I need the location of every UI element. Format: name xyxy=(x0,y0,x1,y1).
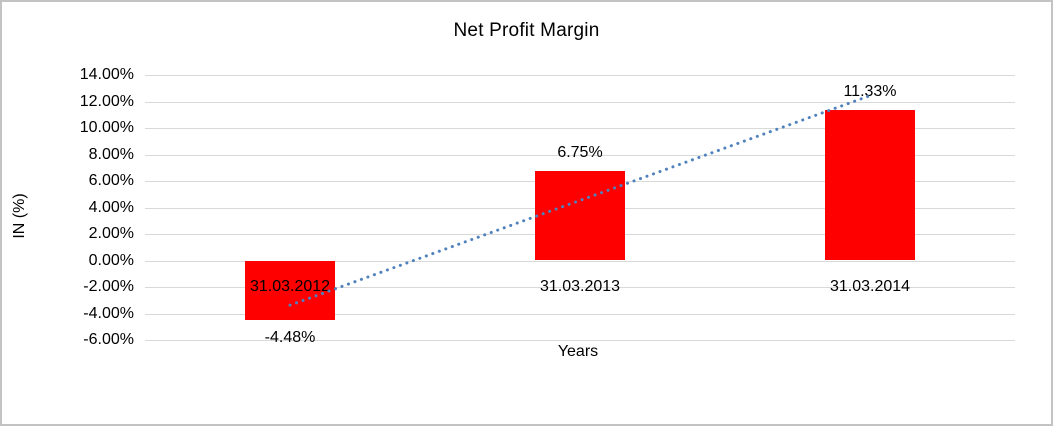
category-label: 31.03.2013 xyxy=(539,277,621,295)
y-axis-tick-label: 2.00% xyxy=(88,225,134,242)
y-axis-tick-label: 0.00% xyxy=(88,251,134,269)
data-label: 11.33% xyxy=(843,83,897,101)
y-axis-tick-label: -6.00% xyxy=(83,331,134,348)
y-axis-tick-label: 10.00% xyxy=(79,119,134,136)
y-axis-tick-label: 8.00% xyxy=(88,145,134,163)
data-label: 6.75% xyxy=(557,144,603,162)
category-label: 31.03.2014 xyxy=(829,277,911,295)
y-axis-tick-label: -2.00% xyxy=(83,278,134,295)
bar-31.03.2013 xyxy=(535,171,625,261)
y-axis-tick-label: -4.00% xyxy=(83,304,134,322)
gridline xyxy=(145,101,1015,103)
y-axis-tick-label: 4.00% xyxy=(88,198,134,216)
y-axis-tick-label: 6.00% xyxy=(88,172,134,189)
gridline xyxy=(145,75,1015,76)
bar-31.03.2014 xyxy=(825,110,915,261)
y-axis-tick-label: 14.00% xyxy=(79,66,134,83)
x-axis-title: Years xyxy=(557,343,599,360)
gridline xyxy=(145,340,1015,341)
data-label: -4.48% xyxy=(264,328,316,346)
chart-title: Net Profit Margin xyxy=(453,20,600,41)
gridline xyxy=(145,313,1015,315)
category-label: 31.03.2012 xyxy=(249,277,331,295)
y-axis-tick-label: 12.00% xyxy=(79,92,134,110)
